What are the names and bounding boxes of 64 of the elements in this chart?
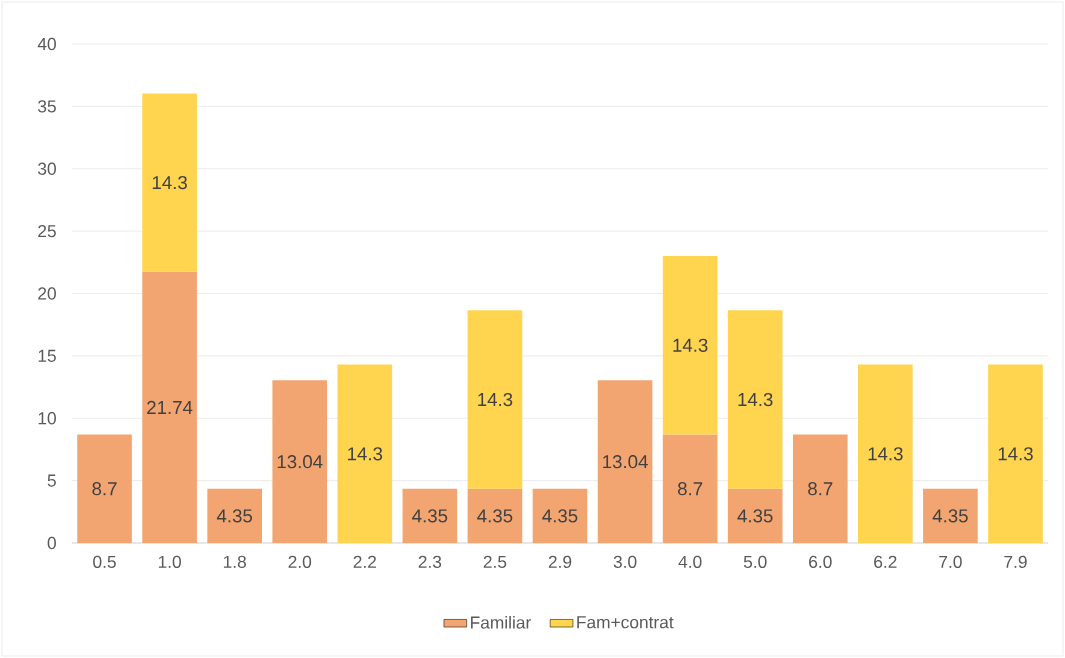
data-label: 14.3	[348, 447, 383, 461]
bar	[142, 271, 197, 543]
x-tick-label: 4.0	[678, 555, 702, 568]
data-label: 13.04	[603, 455, 648, 469]
x-tick-label: 6.2	[874, 555, 897, 568]
y-tick-label: 40	[37, 37, 56, 51]
data-label: 4.35	[216, 509, 253, 523]
bar	[272, 380, 328, 543]
data-label: 14.3	[738, 392, 773, 407]
data-label: 8.7	[92, 482, 117, 496]
y-tick-label: 20	[38, 287, 56, 300]
bar	[792, 434, 848, 543]
y-tick-label: 15	[38, 349, 56, 362]
y-tick-label: 10	[38, 412, 56, 425]
bar	[858, 364, 913, 543]
y-tick-label: 35	[38, 100, 56, 113]
data-label: 8.7	[677, 482, 703, 496]
legend-label: Familiar	[471, 615, 531, 629]
data-label: 21.74	[147, 400, 193, 414]
x-tick-label: 5.0	[743, 555, 767, 568]
x-tick-label: 2.3	[418, 555, 442, 568]
y-tick-label: 25	[38, 224, 56, 238]
bar	[142, 93, 197, 272]
x-tick-label: 1.0	[158, 555, 181, 568]
bar	[467, 310, 523, 489]
x-tick-label: 3.0	[613, 555, 637, 568]
bar	[337, 364, 393, 543]
bar	[923, 488, 978, 543]
x-tick-label: 2.2	[353, 555, 376, 568]
bar	[77, 434, 132, 543]
y-tick-label: 5	[47, 474, 56, 487]
bar	[988, 364, 1043, 543]
data-label: 14.3	[478, 392, 513, 407]
bar	[532, 488, 588, 543]
data-label: 4.35	[542, 509, 578, 523]
bar	[207, 488, 262, 543]
x-tick-label: 2.5	[483, 555, 507, 568]
data-label: 14.3	[152, 175, 187, 190]
x-tick-label: 1.8	[223, 555, 246, 568]
x-tick-label: 2.9	[548, 555, 572, 568]
y-tick-label: 0	[47, 536, 56, 550]
bar	[597, 380, 653, 543]
data-label: 4.35	[737, 509, 773, 523]
x-tick-label: 6.0	[809, 555, 832, 568]
legend-label: Fam+contrat	[577, 616, 674, 629]
bar	[467, 488, 523, 543]
x-tick-label: 0.5	[93, 555, 116, 568]
data-label: 14.3	[998, 447, 1033, 461]
data-label: 4.35	[412, 509, 448, 523]
bar	[727, 310, 783, 489]
data-label: 8.7	[808, 482, 833, 496]
bar	[662, 256, 718, 435]
bar	[402, 488, 458, 543]
x-tick-label: 2.0	[288, 555, 312, 568]
y-tick-label: 30	[38, 162, 56, 175]
bar	[727, 488, 783, 543]
data-label: 4.35	[932, 509, 968, 523]
x-tick-label: 7.0	[939, 555, 962, 568]
data-label: 14.3	[868, 447, 903, 461]
x-tick-label: 7.9	[1004, 555, 1027, 568]
data-label: 13.04	[277, 455, 323, 469]
bar	[662, 434, 718, 543]
data-label: 14.3	[673, 338, 708, 352]
data-label: 4.35	[477, 509, 513, 523]
